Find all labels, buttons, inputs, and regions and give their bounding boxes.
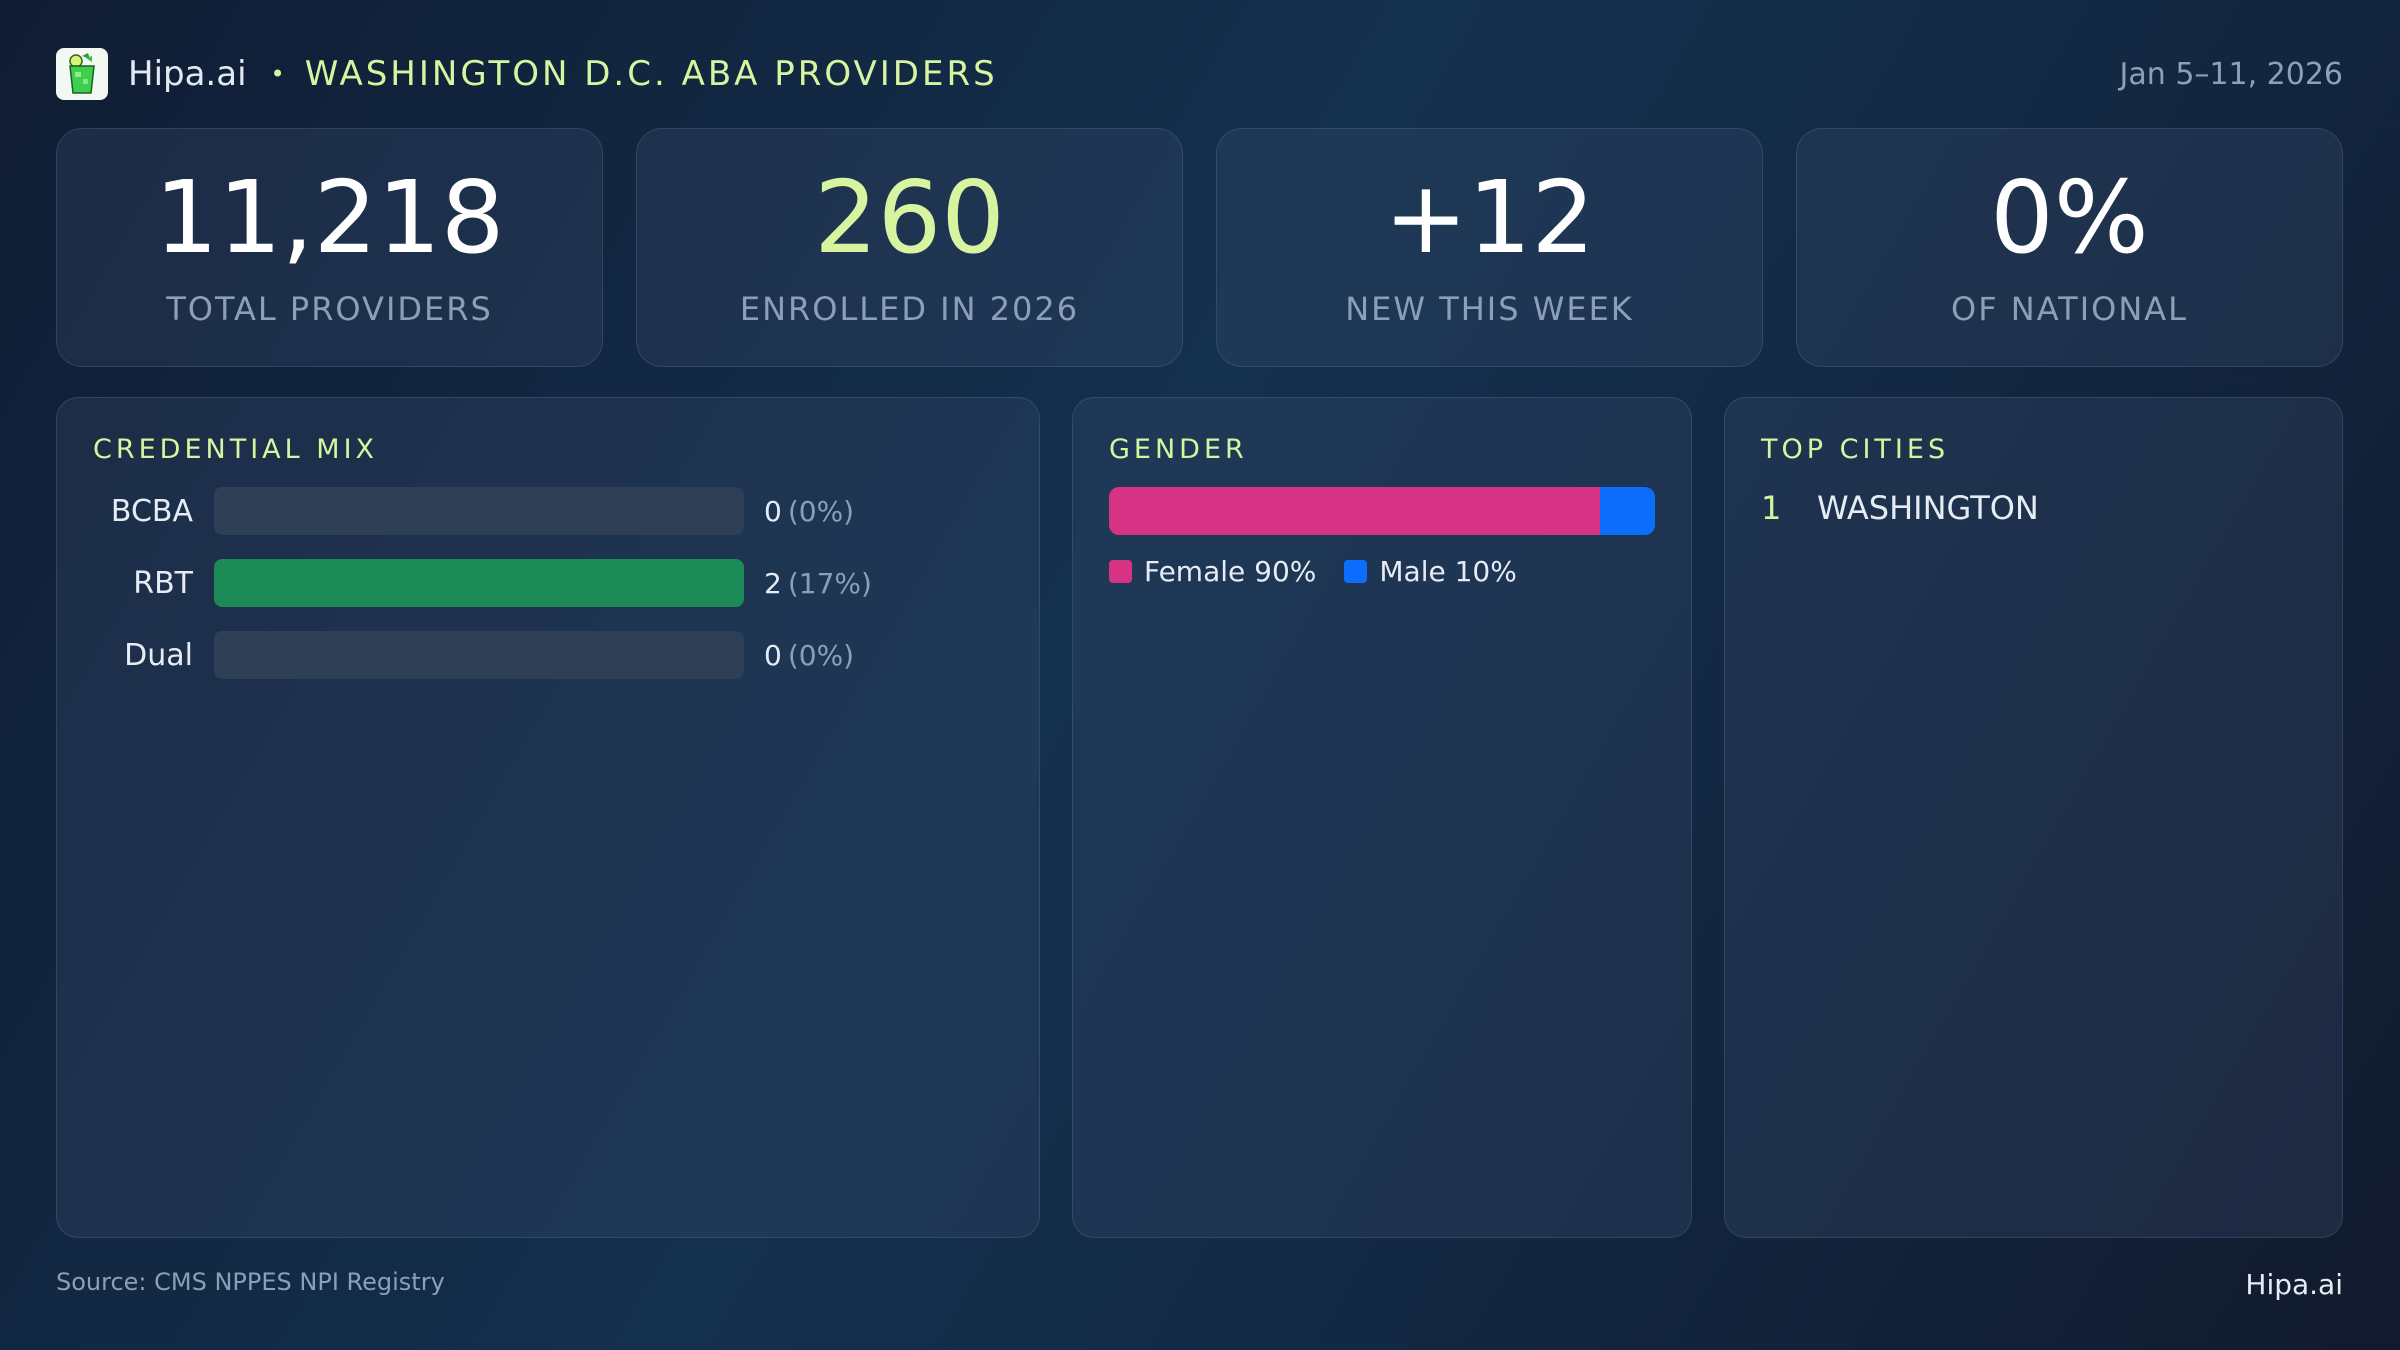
- credential-bar-track: [214, 631, 744, 679]
- gender-legend: Female 90% Male 10%: [1109, 555, 1655, 588]
- credential-mix-panel: CREDENTIAL MIX BCBA 0 (0%) RBT 2 (17%) D…: [56, 397, 1040, 1238]
- kpi-label: OF NATIONAL: [1951, 289, 2188, 328]
- credential-bar-fill: [214, 559, 744, 607]
- legend-item-male: Male 10%: [1344, 555, 1517, 588]
- date-range: Jan 5–11, 2026: [2119, 56, 2343, 92]
- mojito-glass-icon[interactable]: [56, 48, 108, 100]
- brand-name: Hipa.ai: [128, 54, 247, 94]
- kpi-value: 260: [814, 158, 1005, 276]
- kpi-label: TOTAL PROVIDERS: [166, 289, 493, 328]
- kpi-label: ENROLLED IN 2026: [739, 289, 1080, 328]
- header: Hipa.ai • WASHINGTON D.C. ABA PROVIDERS …: [56, 48, 2343, 100]
- kpi-value: 0%: [1990, 158, 2149, 276]
- panel-title: CREDENTIAL MIX: [93, 434, 379, 465]
- credential-row-bcba: BCBA 0 (0%): [93, 487, 1003, 535]
- kpi-new-this-week: +12 NEW THIS WEEK: [1216, 128, 1763, 367]
- top-cities-panel: TOP CITIES 1 WASHINGTON: [1724, 397, 2343, 1238]
- footer-brand: Hipa.ai: [2245, 1268, 2343, 1301]
- kpi-enrolled-2026: 260 ENROLLED IN 2026: [636, 128, 1183, 367]
- male-swatch-icon: [1344, 560, 1368, 583]
- title-separator: •: [270, 60, 285, 88]
- credential-label: BCBA: [110, 493, 193, 529]
- page-title: WASHINGTON D.C. ABA PROVIDERS: [304, 54, 998, 94]
- credential-percent: (17%): [787, 566, 872, 600]
- gender-bar-male: [1600, 487, 1655, 535]
- credential-percent: (0%): [787, 494, 855, 528]
- legend-label: Female 90%: [1144, 555, 1317, 588]
- data-source: Source: CMS NPPES NPI Registry: [56, 1268, 445, 1296]
- kpi-of-national: 0% OF NATIONAL: [1796, 128, 2343, 367]
- kpi-total-providers: 11,218 TOTAL PROVIDERS: [56, 128, 603, 367]
- credential-bar-track: [214, 559, 744, 607]
- panel-title: GENDER: [1109, 434, 1248, 465]
- female-swatch-icon: [1109, 560, 1132, 583]
- city-name: WASHINGTON: [1817, 489, 2039, 527]
- legend-item-female: Female 90%: [1109, 555, 1316, 588]
- city-rank: 1: [1761, 489, 1782, 527]
- kpi-value: +12: [1383, 158, 1596, 276]
- credential-bar-track: [214, 487, 744, 535]
- panel-title: TOP CITIES: [1761, 434, 1950, 465]
- credential-count: 0: [764, 638, 782, 672]
- kpi-label: NEW THIS WEEK: [1345, 289, 1634, 328]
- credential-row-dual: Dual 0 (0%): [93, 631, 1003, 679]
- legend-label: Male 10%: [1379, 555, 1517, 588]
- credential-label: RBT: [133, 565, 193, 601]
- credential-row-rbt: RBT 2 (17%): [93, 559, 1003, 607]
- credential-count: 2: [764, 566, 782, 600]
- kpi-value: 11,218: [154, 158, 505, 276]
- kpi-row: 11,218 TOTAL PROVIDERS 260 ENROLLED IN 2…: [56, 128, 2343, 367]
- credential-percent: (0%): [787, 638, 855, 672]
- gender-bar-female: [1109, 487, 1601, 535]
- city-list-item: 1 WASHINGTON: [1761, 489, 2306, 527]
- gender-stacked-bar: [1109, 487, 1655, 535]
- credential-count: 0: [764, 494, 782, 528]
- gender-panel: GENDER Female 90% Male 10%: [1072, 397, 1692, 1238]
- credential-label: Dual: [124, 637, 193, 673]
